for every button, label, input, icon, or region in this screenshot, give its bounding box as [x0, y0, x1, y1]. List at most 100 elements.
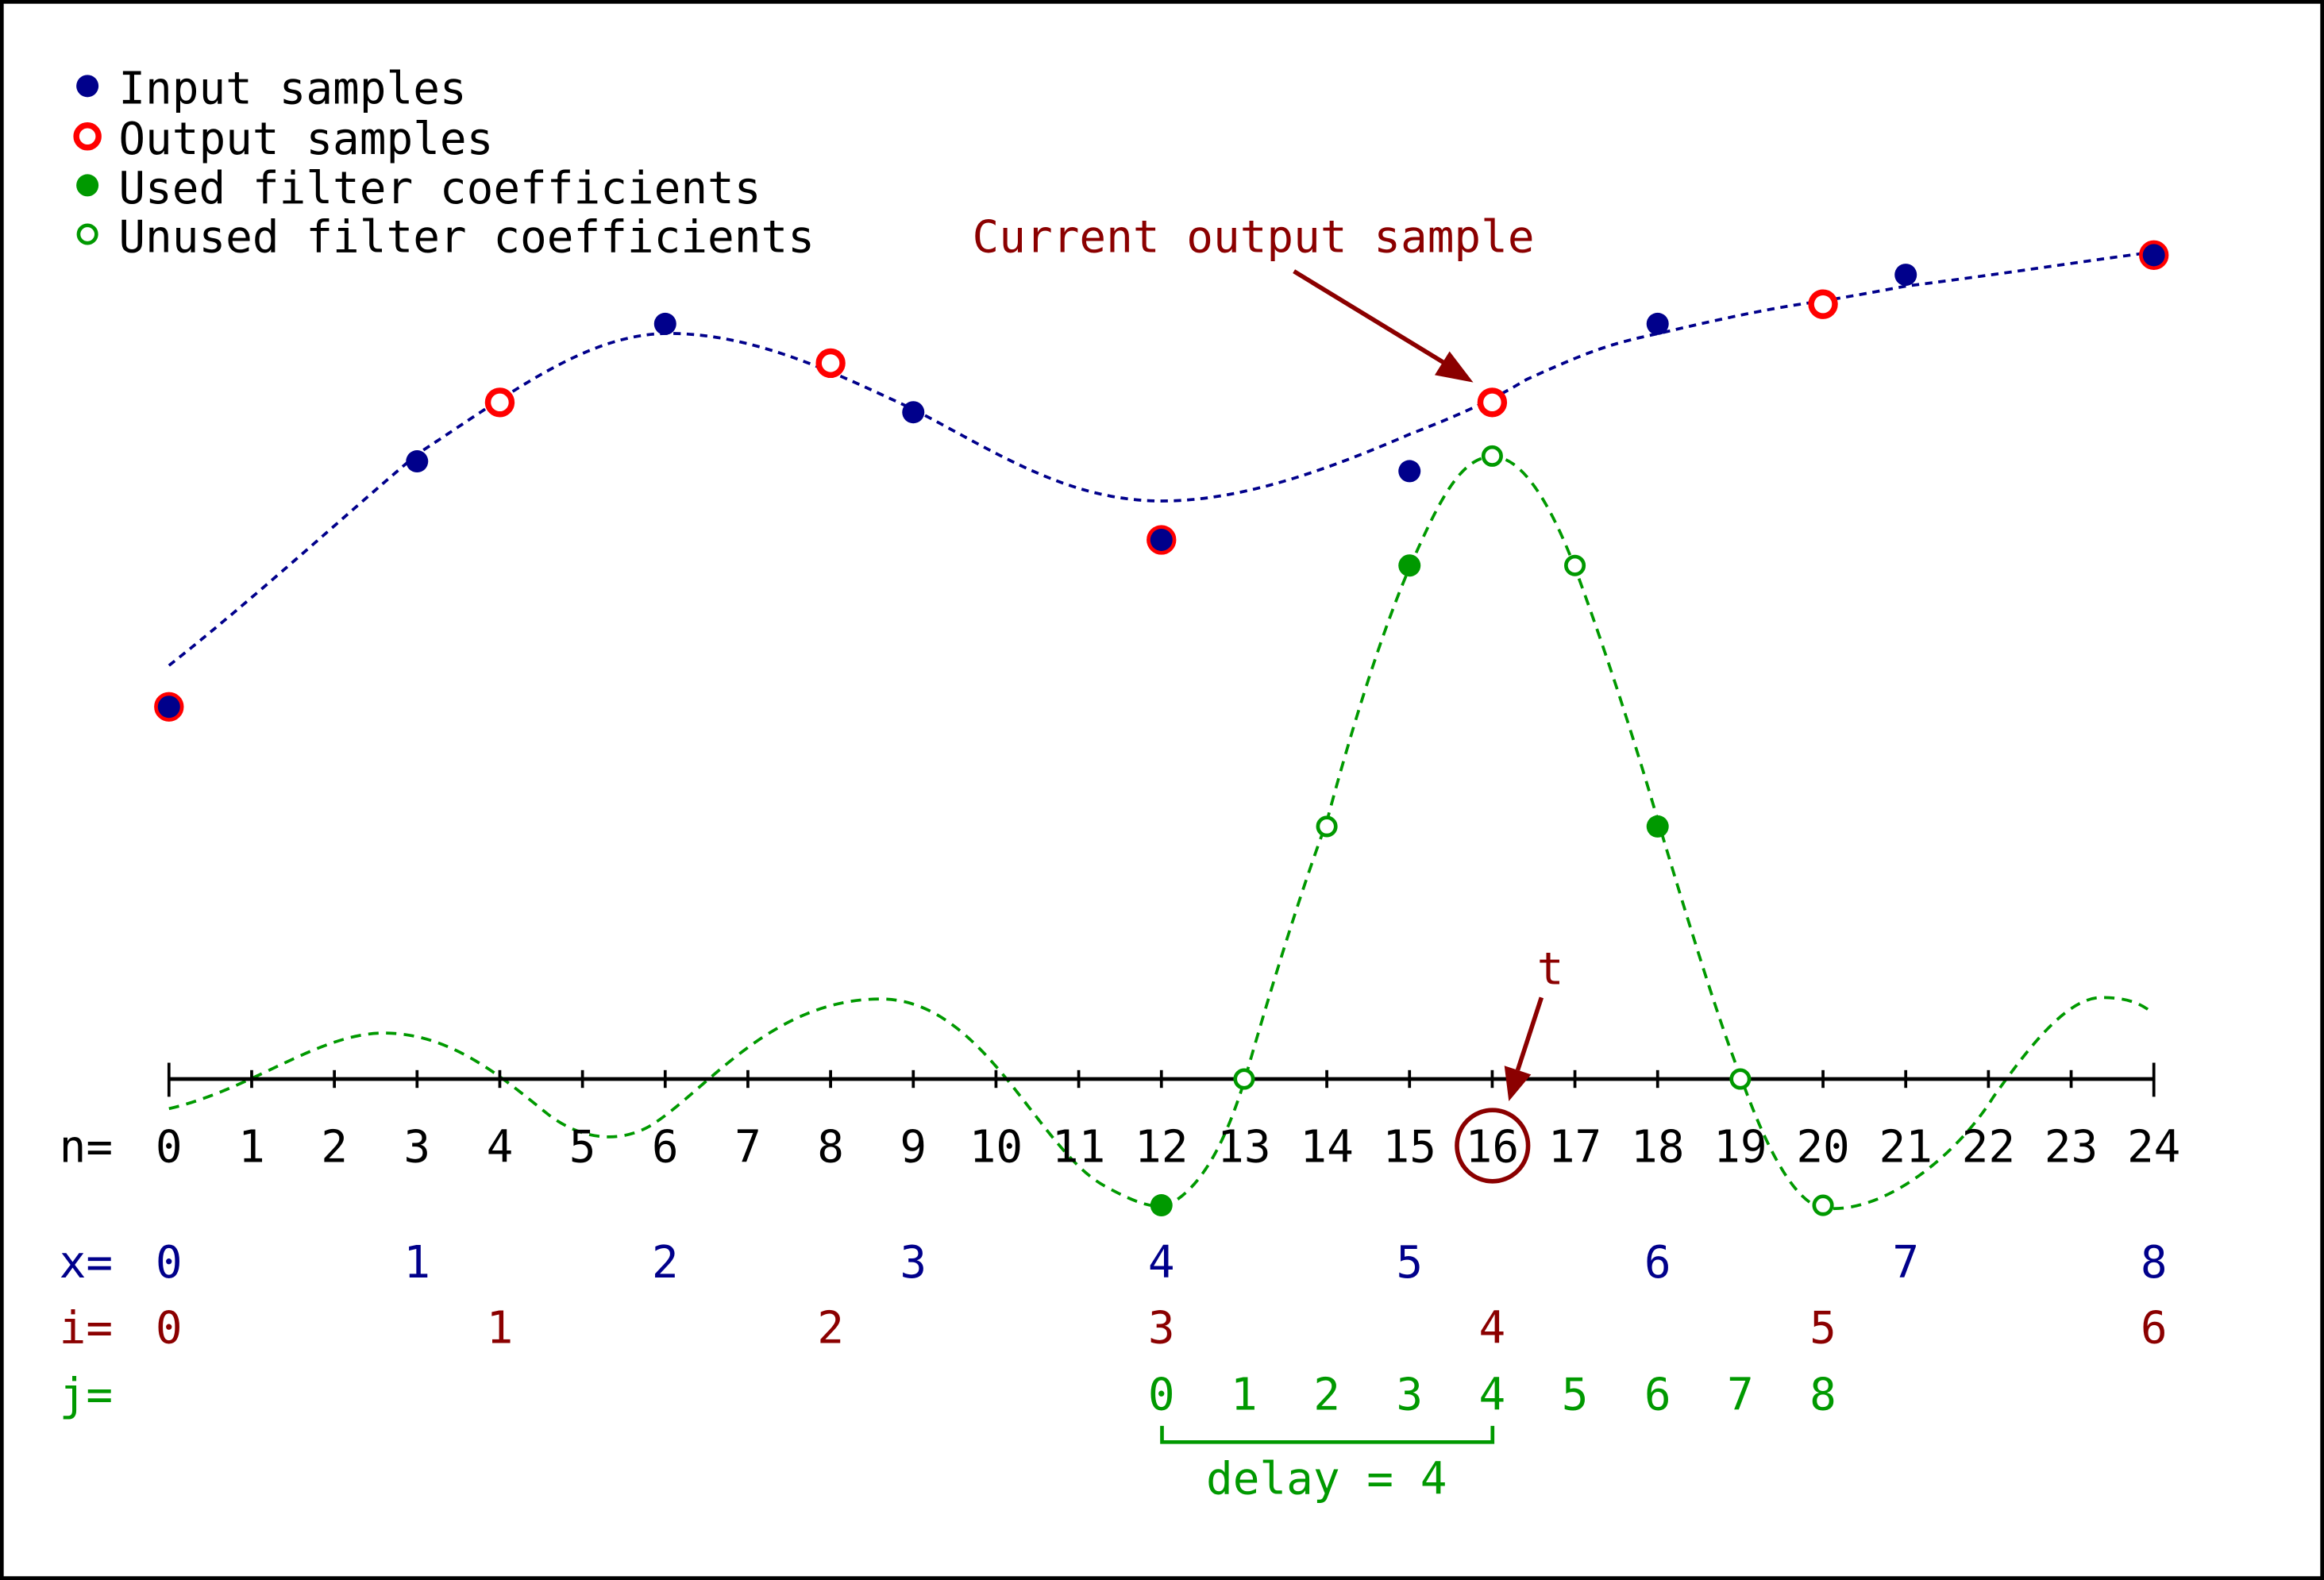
- used-coefficient-point: [1150, 1194, 1173, 1217]
- x-index-label: 1: [403, 1237, 430, 1289]
- legend-used-label: Used filter coefficients: [118, 163, 761, 214]
- unused-coefficient-point: [1729, 1068, 1752, 1090]
- legend: Input samples Output samples Used filter…: [73, 64, 815, 263]
- x-index-label: 7: [1892, 1237, 1919, 1289]
- legend-unused-label: Unused filter coefficients: [118, 211, 815, 263]
- n-label: 23: [2045, 1122, 2098, 1173]
- input-sample-point: [2142, 244, 2165, 267]
- input-sample-point: [1150, 528, 1173, 551]
- output-sample-point: [815, 348, 846, 379]
- x-index-label: 3: [900, 1237, 927, 1289]
- n-label: 10: [969, 1122, 1023, 1173]
- j-index-label: 5: [1562, 1369, 1589, 1420]
- x-index-label: 6: [1644, 1237, 1671, 1289]
- n-label: 24: [2127, 1122, 2180, 1173]
- t-arrow-shaft: [1515, 996, 1544, 1071]
- input-sample-point: [1894, 264, 1917, 287]
- used-coefficient-point: [1398, 554, 1421, 577]
- n-row-label: n=: [60, 1122, 113, 1173]
- output-sample-point: [1808, 289, 1838, 319]
- delay-bracket: [1160, 1425, 1495, 1444]
- x-index-label: 5: [1396, 1237, 1423, 1289]
- input-sample-point: [1398, 460, 1421, 483]
- j-index-labels: 0 1 2 3 4 5 6 7 8: [1148, 1369, 1836, 1420]
- t-arrow-head: [1504, 1066, 1532, 1102]
- current-n-highlight-circle: [1455, 1108, 1531, 1184]
- filter-points: [1150, 445, 1834, 1217]
- n-label: 6: [652, 1122, 679, 1173]
- legend-output-label: Output samples: [118, 114, 493, 165]
- input-sample-point: [157, 696, 180, 719]
- n-label: 9: [900, 1122, 927, 1173]
- j-index-label: 8: [1809, 1369, 1836, 1420]
- j-index-label: 7: [1727, 1369, 1754, 1420]
- legend-unused-marker: [76, 223, 98, 245]
- n-label: 12: [1135, 1122, 1188, 1173]
- used-coefficient-point: [1646, 815, 1669, 838]
- input-sample-point: [902, 401, 925, 424]
- unused-coefficient-point: [1316, 815, 1338, 838]
- n-label: 1: [238, 1122, 265, 1173]
- output-sample-point: [484, 387, 515, 418]
- n-label: 16: [1466, 1122, 1519, 1173]
- legend-output-marker: [73, 122, 102, 151]
- input-sample-point: [1646, 312, 1669, 335]
- legend-used-marker: [76, 174, 99, 197]
- n-label: 19: [1713, 1122, 1767, 1173]
- current-output-arrow-head: [1434, 351, 1474, 383]
- unused-coefficient-point: [1481, 445, 1503, 467]
- n-label: 5: [569, 1122, 596, 1173]
- j-index-label: 6: [1644, 1369, 1671, 1420]
- j-index-label: 1: [1231, 1369, 1258, 1420]
- n-label: 8: [817, 1122, 844, 1173]
- n-label: 4: [487, 1122, 514, 1173]
- x-index-label: 4: [1148, 1237, 1175, 1289]
- unused-coefficient-point: [1233, 1068, 1255, 1090]
- i-index-label: 2: [817, 1302, 844, 1354]
- n-axis-ticks: [167, 1062, 2156, 1097]
- j-index-label: 4: [1479, 1369, 1506, 1420]
- j-row-label: j=: [60, 1369, 113, 1420]
- i-index-label: 0: [156, 1302, 183, 1354]
- delay-label: delay = 4: [1206, 1454, 1447, 1505]
- legend-input-marker: [76, 75, 99, 98]
- i-row-label: i=: [60, 1302, 113, 1354]
- current-output-label: Current output sample: [973, 211, 1535, 263]
- n-label: 13: [1217, 1122, 1270, 1173]
- signal-points: [154, 240, 2169, 722]
- i-index-labels: 0 1 2 3 4 5 6: [156, 1302, 2168, 1354]
- n-labels: 0 1 2 3 4 5 6 7 8 9 10 11 12 13 14 15 16 17 18 19 20 21 22 23 24: [156, 1122, 2180, 1173]
- n-label: 0: [156, 1122, 183, 1173]
- input-sample-point: [653, 312, 676, 335]
- output-sample-point: [1477, 387, 1508, 418]
- i-index-label: 1: [487, 1302, 514, 1354]
- n-label: 2: [321, 1122, 348, 1173]
- n-label: 17: [1548, 1122, 1601, 1173]
- t-label: t: [1537, 944, 1564, 996]
- n-label: 3: [403, 1122, 430, 1173]
- x-index-labels: 0 1 2 3 4 5 6 7 8: [156, 1237, 2168, 1289]
- input-signal-curve: [168, 250, 2154, 667]
- current-output-arrow-shaft: [1293, 269, 1451, 368]
- x-row-label: x=: [60, 1237, 113, 1289]
- legend-input-label: Input samples: [118, 64, 466, 115]
- i-index-label: 6: [2141, 1302, 2168, 1354]
- i-index-label: 3: [1148, 1302, 1175, 1354]
- n-label: 7: [734, 1122, 761, 1173]
- n-label: 11: [1052, 1122, 1105, 1173]
- unused-coefficient-point: [1564, 554, 1586, 576]
- j-index-label: 0: [1148, 1369, 1175, 1420]
- i-index-label: 4: [1479, 1302, 1506, 1354]
- filter-curve: [168, 455, 2155, 1211]
- n-label: 15: [1383, 1122, 1436, 1173]
- n-label: 18: [1631, 1122, 1684, 1173]
- x-index-label: 0: [156, 1237, 183, 1289]
- x-index-label: 8: [2141, 1237, 2168, 1289]
- input-sample-point: [406, 450, 429, 473]
- n-label: 22: [1962, 1122, 2015, 1173]
- j-index-label: 3: [1396, 1369, 1423, 1420]
- x-index-label: 2: [652, 1237, 679, 1289]
- n-label: 14: [1300, 1122, 1353, 1173]
